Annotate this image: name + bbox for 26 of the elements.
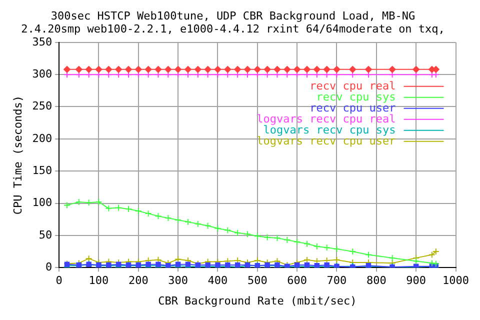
legend-label: recv cpu sys [316,90,396,104]
y-tick-label: 300 [32,67,52,80]
x-tick-label: 300 [168,274,188,288]
x-tick-label: 0 [56,274,62,288]
chart-subtitle: 2.4.20smp web100-2.2.1, e1000-4.4.12 rxint 64/64moderate on txq, [21,22,445,36]
y-tick-label: 150 [32,164,52,177]
x-tick-label: 200 [128,274,148,288]
x-tick-label: 600 [287,274,308,288]
x-tick-label: 800 [366,274,386,288]
y-tick-label: 50 [38,228,52,242]
x-tick-label: 1000 [442,274,470,288]
x-tick-label: 700 [326,274,347,288]
legend-label: recv cpu real [310,79,396,92]
y-tick-label: 100 [32,196,52,210]
x-tick-label: 900 [406,274,426,288]
chart-title: 300sec HSTCP Web100tune, UDP CBR Background Load, MB-NG [50,9,416,22]
legend-label: logvars recv cpu real [256,112,396,126]
y-axis-title: CPU Time (seconds) [11,95,24,215]
x-tick-label: 400 [208,274,228,288]
y-tick-label: 350 [32,35,52,48]
x-axis-title: CBR Background Rate (mbit/sec) [158,294,357,308]
x-tick-label: 100 [88,274,109,288]
y-tick-label: 250 [32,100,52,113]
x-tick-label: 500 [247,274,268,288]
y-tick-label: 200 [32,132,52,145]
y-tick-label: 0 [45,260,52,274]
